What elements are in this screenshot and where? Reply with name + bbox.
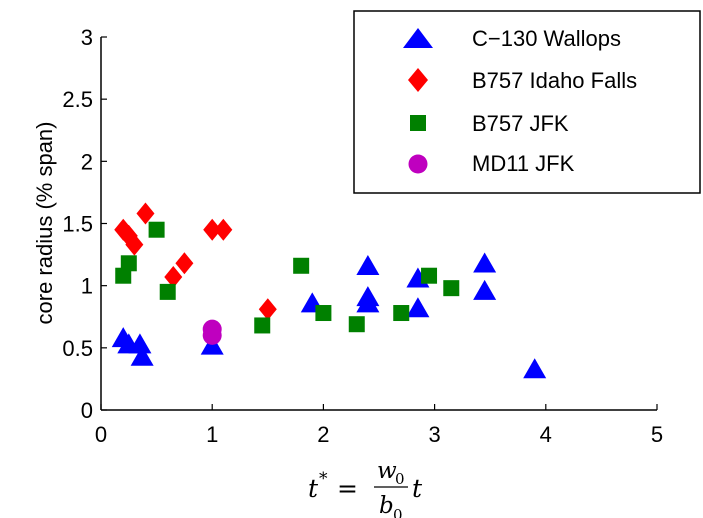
x-tick-label: 0 (95, 422, 107, 447)
data-point-circle (202, 325, 222, 345)
legend-circle-marker (408, 154, 428, 174)
y-axis-ticks: 0 0.5 1 1.5 2 2.5 3 (62, 25, 107, 423)
y-tick-label: 1 (81, 274, 93, 299)
legend-diamond-marker (408, 68, 428, 92)
y-axis-label: core radius (% span) (32, 122, 57, 325)
data-point-square (293, 257, 310, 274)
data-point-diamond (214, 218, 233, 241)
data-point-triangle (356, 292, 380, 313)
legend-label-b757-idaho-falls: B757 Idaho Falls (472, 68, 637, 93)
data-point-triangle (473, 279, 497, 300)
legend-square-marker (410, 115, 426, 131)
svg-text:t: t (412, 474, 423, 503)
legend-item-b757-jfk: B757 JFK (410, 111, 569, 136)
data-point-diamond (175, 252, 194, 275)
legend-triangle-marker (403, 28, 433, 48)
data-point-triangle (473, 252, 497, 273)
data-point-diamond (164, 265, 183, 288)
legend-label-md11-jfk: MD11 JFK (472, 151, 575, 176)
data-point-square (159, 283, 176, 300)
y-tick-label: 0 (81, 398, 93, 423)
x-axis-label: t * = w 0 b 0 t (308, 458, 423, 518)
data-point-diamond (258, 298, 277, 321)
data-point-square (254, 317, 271, 334)
data-point-triangle (130, 345, 154, 366)
data-point-diamond (125, 233, 144, 256)
data-point-diamond (136, 202, 155, 225)
svg-text:=: = (337, 474, 358, 503)
plot-area (100, 37, 657, 411)
data-point-triangle (406, 297, 430, 318)
legend-item-b757-idaho-falls: B757 Idaho Falls (408, 68, 637, 93)
data-point-square (443, 280, 460, 297)
legend-label-b757-jfk: B757 JFK (472, 111, 569, 136)
data-point-square (148, 221, 165, 238)
svg-text:w: w (377, 458, 397, 484)
data-point-diamond (114, 218, 133, 241)
y-tick-label: 2.5 (62, 87, 93, 112)
legend-label-c130-wallops: C−130 Wallops (472, 26, 621, 51)
svg-text:0: 0 (393, 506, 403, 518)
data-point-triangle (356, 255, 380, 276)
data-point-square (348, 316, 365, 333)
svg-text:0: 0 (395, 470, 405, 488)
svg-text:t: t (308, 474, 319, 503)
data-point-square (315, 305, 332, 322)
svg-text:*: * (319, 469, 328, 489)
data-point-square (120, 255, 137, 272)
x-tick-label: 1 (206, 422, 218, 447)
legend-item-c130-wallops: C−130 Wallops (403, 26, 621, 51)
data-point-triangle (523, 358, 547, 379)
legend: C−130 Wallops B757 Idaho Falls B757 JFK … (353, 10, 701, 194)
data-point-square (115, 267, 132, 284)
x-axis-ticks: 0 1 2 3 4 5 (95, 404, 663, 447)
legend-item-md11-jfk: MD11 JFK (408, 151, 575, 176)
x-tick-label: 3 (428, 422, 440, 447)
data-point-square (393, 305, 410, 322)
data-point-diamond (203, 218, 222, 241)
data-point-square (421, 267, 438, 284)
x-tick-label: 5 (651, 422, 663, 447)
y-tick-label: 0.5 (62, 336, 93, 361)
y-tick-label: 2 (81, 149, 93, 174)
x-tick-label: 4 (540, 422, 552, 447)
x-tick-label: 2 (317, 422, 329, 447)
data-point-triangle (128, 333, 152, 354)
y-tick-label: 3 (81, 25, 93, 50)
svg-text:b: b (379, 493, 394, 518)
y-tick-label: 1.5 (62, 212, 93, 237)
